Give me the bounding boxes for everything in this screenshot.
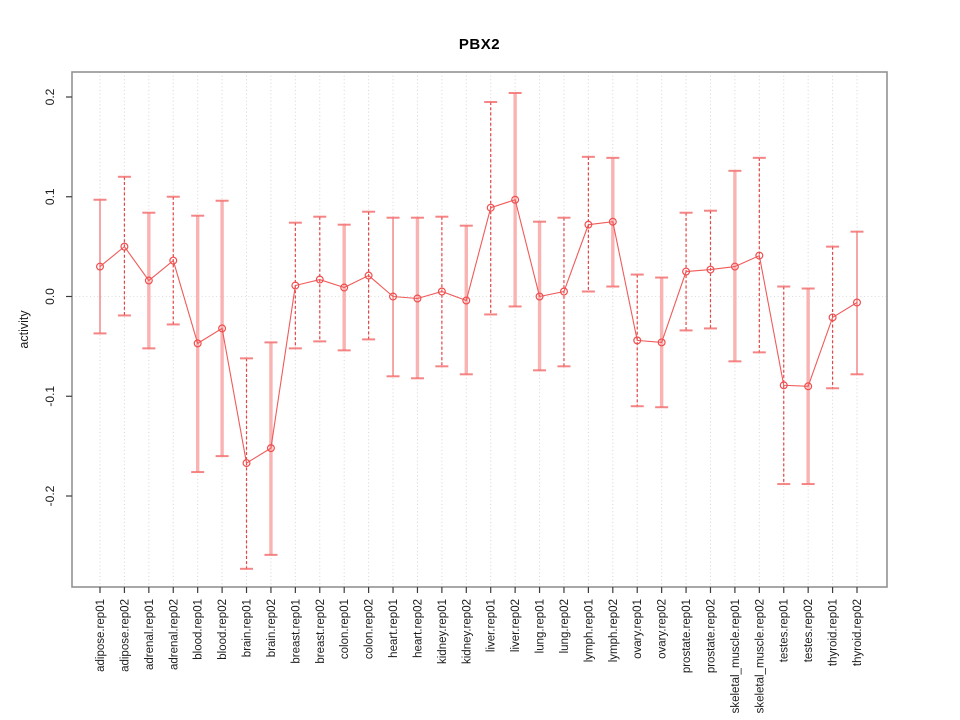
x-tick-label: adipose.rep01 [95, 599, 107, 672]
data-point-marker [852, 298, 861, 307]
x-tick-label: blood.rep01 [193, 599, 205, 660]
x-tick-label: thyroid.rep02 [852, 599, 864, 666]
x-tick-label: colon.rep02 [364, 599, 376, 659]
data-point-marker [804, 382, 813, 391]
x-tick-label: lymph.rep02 [608, 599, 620, 662]
x-tick-label: prostate.rep02 [705, 599, 717, 673]
x-tick-label: lung.rep02 [559, 599, 571, 653]
x-tick-label: lymph.rep01 [583, 599, 595, 662]
data-point-marker [315, 275, 324, 284]
data-point-marker [364, 271, 373, 280]
data-point-marker [633, 336, 642, 345]
x-tick-label: breast.rep02 [315, 599, 327, 664]
data-point-marker [291, 281, 300, 290]
data-point-marker [340, 283, 349, 292]
data-point-marker [193, 339, 202, 348]
x-tick-label: brain.rep02 [266, 599, 278, 657]
label-layer: 0.2 0.1 0.0 -0.1 -0.2 adipose.rep01 adipose.re… [17, 88, 864, 713]
data-point-marker [169, 256, 178, 265]
data-point-marker [608, 217, 617, 226]
x-tick-label: breast.rep01 [290, 599, 302, 664]
x-tick-label: ovary.rep01 [632, 599, 644, 659]
x-tick-label: liver.rep02 [510, 599, 522, 652]
data-point-marker [584, 220, 593, 229]
x-tick-label: adrenal.rep02 [168, 599, 180, 670]
data-point-marker [437, 287, 446, 296]
data-point-marker [218, 324, 227, 333]
x-tick-label: testes.rep01 [779, 599, 791, 662]
data-point-marker [413, 294, 422, 303]
y-tick-label: 0.1 [43, 188, 57, 205]
data-point-marker [486, 203, 495, 212]
data-point-marker [242, 459, 251, 468]
x-tick-label: adrenal.rep01 [144, 599, 156, 670]
data-point-marker [462, 296, 471, 305]
series-line-layer [99, 199, 858, 464]
data-point-marker [779, 381, 788, 390]
grid-layer [72, 72, 887, 587]
y-tick-label: -0.1 [43, 386, 57, 407]
marker-layer [95, 195, 861, 468]
x-tick-label: lung.rep01 [535, 599, 547, 653]
x-tick-label: testes.rep02 [803, 599, 815, 662]
y-axis-title: activity [17, 310, 31, 349]
data-point-marker [535, 292, 544, 301]
x-tick-label: thyroid.rep01 [828, 599, 840, 666]
data-point-marker [706, 265, 715, 274]
x-tick-label: kidney.rep01 [437, 599, 449, 664]
errorbar-layer [93, 92, 864, 570]
data-point-marker [389, 292, 398, 301]
x-tick-label: skeletal_muscle.rep01 [730, 599, 742, 713]
data-point-marker [144, 276, 153, 285]
x-tick-label: ovary.rep02 [657, 599, 669, 659]
data-point-marker [730, 262, 739, 271]
x-tick-label: skeletal_muscle.rep02 [754, 599, 766, 713]
y-tick-label: 0.2 [43, 88, 57, 105]
chart-title: PBX2 [458, 36, 501, 53]
data-point-marker [120, 242, 129, 251]
x-tick-label: prostate.rep01 [681, 599, 693, 673]
x-tick-label: heart.rep01 [388, 599, 400, 658]
x-tick-label: adipose.rep02 [119, 599, 131, 672]
x-tick-label: liver.rep01 [486, 599, 498, 652]
data-point-marker [511, 195, 520, 204]
data-point-marker [682, 267, 691, 276]
plot-border [71, 71, 888, 588]
x-tick-label: heart.rep02 [412, 599, 424, 658]
data-point-marker [828, 313, 837, 322]
y-tick-label: -0.2 [43, 485, 57, 506]
y-tick-label: 0.0 [43, 288, 57, 305]
data-point-marker [657, 338, 666, 347]
data-point-marker [755, 251, 764, 260]
axis-layer [66, 71, 888, 593]
series-line [99, 199, 858, 464]
data-point-marker [266, 444, 275, 453]
x-tick-label: kidney.rep02 [461, 599, 473, 664]
x-tick-label: blood.rep02 [217, 599, 229, 660]
data-point-marker [559, 287, 568, 296]
x-tick-label: brain.rep01 [242, 599, 254, 657]
data-point-marker [95, 262, 104, 271]
x-tick-label: colon.rep01 [339, 599, 351, 659]
